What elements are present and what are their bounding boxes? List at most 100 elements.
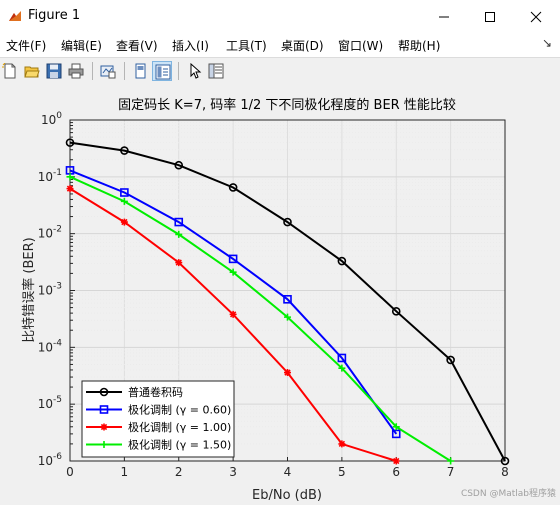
data-point-plus [100, 441, 108, 448]
series-circle[interactable] [65, 138, 510, 466]
menu-insert[interactable]: 插入(I) [172, 39, 209, 53]
data-point-square [120, 188, 129, 197]
show-plot-tools-button[interactable] [152, 61, 172, 81]
property-inspector-button[interactable] [206, 61, 226, 81]
x-tick-label: 1 [121, 465, 129, 479]
data-point-asterisk [284, 369, 291, 377]
menu-bar: 文件(F) 编辑(E) 查看(V) 插入(I) 工具(T) 桌面(D) 窗口(W… [0, 33, 560, 57]
data-point-asterisk [120, 218, 128, 226]
watermark: CSDN @Matlab程序猿 [460, 489, 556, 499]
x-tick-label: 2 [175, 465, 183, 479]
hide-plot-tools-button[interactable] [130, 61, 150, 81]
series-plus[interactable] [66, 173, 455, 465]
y-axis-label: 比特错误率 (BER) [21, 237, 37, 342]
data-point-circle [174, 160, 184, 170]
new-figure-button[interactable] [0, 61, 20, 81]
link-plot-icon [100, 65, 116, 79]
menu-file[interactable]: 文件(F) [6, 39, 47, 53]
toolbar [0, 57, 560, 86]
y-tick-label: 10-4 [38, 338, 63, 354]
close-button[interactable] [513, 0, 559, 33]
data-point-plus [120, 197, 128, 205]
menu-tools[interactable]: 工具(T) [226, 39, 267, 53]
toolbar-separator [92, 62, 93, 80]
edit-plot-button[interactable] [185, 61, 205, 81]
data-point-plus [338, 364, 346, 372]
data-point-circle [391, 307, 401, 316]
hide-plot-tools-icon [135, 63, 146, 79]
save-button[interactable] [44, 61, 64, 81]
maximize-icon [485, 12, 495, 22]
menu-window[interactable]: 窗口(W) [338, 39, 384, 53]
data-point-square [99, 405, 109, 414]
x-tick-label: 4 [284, 465, 292, 479]
data-point-asterisk [392, 457, 400, 465]
data-point-circle [500, 456, 510, 466]
link-plot-button[interactable] [98, 61, 118, 81]
menu-edit[interactable]: 编辑(E) [61, 39, 102, 53]
legend-label: 普通卷积码 [128, 385, 183, 399]
y-tick-label: 100 [41, 111, 62, 127]
maximize-button[interactable] [467, 0, 513, 33]
ber-chart[interactable]: 0 1 2 3 4 5 6 7 8 10-6 10-5 10-4 10-3 10-2 10-1 100 固定码… [0, 85, 560, 505]
minimize-button[interactable] [421, 0, 467, 33]
data-point-square [283, 295, 292, 304]
property-inspector-icon [208, 63, 224, 79]
data-point-asterisk [338, 440, 346, 448]
save-icon [46, 63, 62, 79]
edit-plot-arrow-icon [190, 63, 202, 79]
x-tick-label: 6 [392, 465, 400, 479]
figure-canvas: 0 1 2 3 4 5 6 7 8 10-6 10-5 10-4 10-3 10-2 10-1 100 固定码… [0, 85, 560, 505]
data-point-circle [99, 387, 109, 397]
series-asterisk[interactable] [66, 185, 400, 465]
data-point-square [228, 254, 238, 264]
x-tick-label: 0 [66, 465, 74, 479]
y-tick-label: 10-6 [38, 452, 63, 468]
menu-pin-icon[interactable]: ↘ [542, 36, 553, 50]
menu-desktop[interactable]: 桌面(D) [281, 39, 324, 53]
y-tick-label: 10-2 [38, 225, 62, 241]
data-point-square [337, 353, 347, 363]
data-point-plus [229, 268, 237, 276]
series-square[interactable] [65, 166, 401, 439]
title-bar: Figure 1 [0, 0, 560, 33]
chart-title: 固定码长 K=7, 码率 1/2 下不同极化程度的 BER 性能比较 [118, 97, 456, 113]
legend-label: 极化调制 (γ = 1.50) [128, 438, 231, 452]
menu-view[interactable]: 查看(V) [116, 39, 158, 53]
data-point-plus [447, 457, 455, 465]
legend-label: 极化调制 (γ = 1.00) [128, 420, 231, 434]
menu-help[interactable]: 帮助(H) [398, 39, 441, 53]
legend-label: 极化调制 (γ = 0.60) [128, 403, 231, 417]
data-point-square [391, 429, 401, 439]
y-tick-label: 10-3 [38, 282, 62, 298]
data-point-plus [284, 313, 291, 321]
y-tick-label: 10-1 [38, 168, 62, 184]
data-point-plus [66, 173, 74, 181]
open-file-button[interactable] [22, 61, 42, 81]
series-line [69, 141, 506, 462]
window-title: Figure 1 [28, 8, 81, 23]
new-figure-icon [2, 63, 16, 79]
toolbar-separator [178, 62, 179, 80]
data-point-asterisk [66, 185, 74, 193]
x-tick-label: 3 [229, 465, 237, 479]
y-tick-label: 10-5 [38, 395, 62, 411]
data-point-square [174, 217, 184, 227]
minimize-icon [439, 16, 449, 18]
data-point-circle [283, 217, 292, 227]
close-icon [530, 11, 542, 23]
data-point-circle [65, 138, 75, 147]
x-tick-label: 5 [338, 465, 346, 479]
open-file-icon [24, 66, 40, 78]
x-tick-label: 8 [501, 465, 509, 479]
data-point-asterisk [229, 310, 237, 318]
data-point-asterisk [175, 259, 183, 267]
toolbar-separator [124, 62, 125, 80]
data-point-asterisk [100, 423, 108, 431]
print-button[interactable] [66, 61, 86, 81]
data-point-plus [392, 423, 400, 431]
data-point-circle [228, 183, 238, 192]
matlab-figure-icon [8, 9, 22, 23]
data-point-circle [446, 355, 455, 365]
